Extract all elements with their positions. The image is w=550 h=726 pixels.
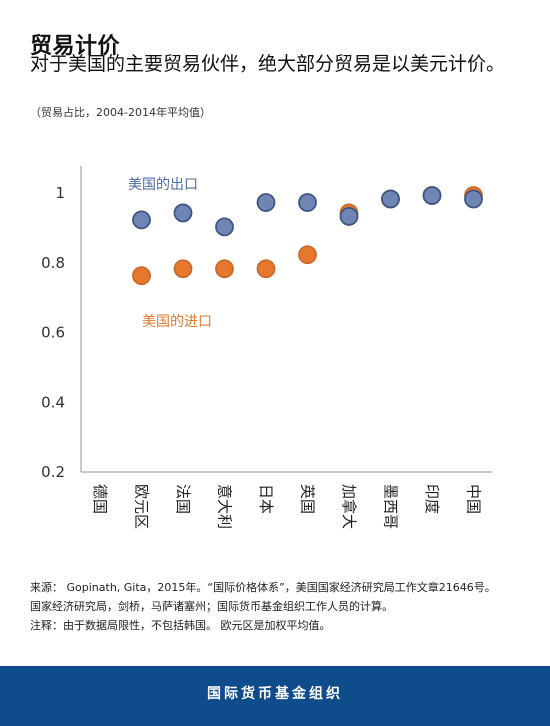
x-tick-label: 中国 <box>465 484 483 514</box>
x-tick-label: 印度 <box>423 484 441 514</box>
footer-bar: 国际货币基金组织 <box>0 666 550 726</box>
x-tick-label: 英国 <box>299 484 317 514</box>
footnotes: 来源： Gopinath, Gita，2015年。“国际价格体系”，美国国家经济… <box>30 578 530 635</box>
chart-note: （贸易占比，2004-2014年平均值） <box>30 106 211 119</box>
remark-note: 注释：由于数据局限性，不包括韩国。 欧元区是加权平均值。 <box>30 619 331 632</box>
export-point <box>132 210 151 230</box>
y-tick-label: 0.4 <box>41 393 65 411</box>
export-point <box>298 193 317 212</box>
y-tick-label: 1 <box>55 184 65 202</box>
x-tick-label: 欧元区 <box>133 484 151 529</box>
import-point <box>298 245 317 265</box>
import-point <box>215 259 234 279</box>
x-tick-label: 德国 <box>91 484 109 514</box>
chart-plot: 0.2 0.4 0.6 0.8 1 德国 欧元区 法国 意大利 日本 英国 加拿大 墨西哥 印度 中国 美… <box>41 166 492 529</box>
y-tick-label: 0.2 <box>41 463 65 481</box>
export-point <box>339 207 359 226</box>
series-label-export: 美国的出口 <box>128 177 198 193</box>
export-point <box>215 217 234 237</box>
y-tick-labels: 0.2 0.4 0.6 0.8 1 <box>41 184 65 481</box>
x-tick-label: 日本 <box>257 484 275 514</box>
chart-subtitle: 对于美国的主要贸易伙伴，绝大部分贸易是以美元计价。 <box>30 53 506 75</box>
chart-title: 贸易计价 <box>30 34 121 59</box>
import-point <box>173 259 193 279</box>
y-tick-label: 0.8 <box>41 254 65 272</box>
import-point <box>256 259 276 279</box>
import-point <box>132 266 151 286</box>
source-note: 来源： Gopinath, Gita，2015年。“国际价格体系”，美国国家经济… <box>30 581 496 594</box>
x-tick-label: 法国 <box>174 484 192 514</box>
series-label-import: 美国的进口 <box>142 314 212 330</box>
x-tick-label: 意大利 <box>216 484 234 529</box>
axes <box>80 166 492 473</box>
source-note-2: 国家经济研究局，剑桥，马萨诸塞州；国际货币基金组织工作人员的计算。 <box>30 600 393 613</box>
export-point <box>422 186 442 205</box>
export-point <box>256 193 276 212</box>
export-point <box>381 189 400 209</box>
x-tick-label: 墨西哥 <box>382 484 400 529</box>
x-tick-labels: 德国 欧元区 法国 意大利 日本 英国 加拿大 墨西哥 印度 中国 <box>91 484 483 529</box>
y-tick-label: 0.6 <box>41 324 65 342</box>
export-point <box>173 203 193 223</box>
export-point <box>464 189 483 209</box>
x-tick-label: 加拿大 <box>340 484 358 529</box>
footer-org-name: 国际货币基金组织 <box>207 686 343 702</box>
data-points <box>132 186 483 286</box>
